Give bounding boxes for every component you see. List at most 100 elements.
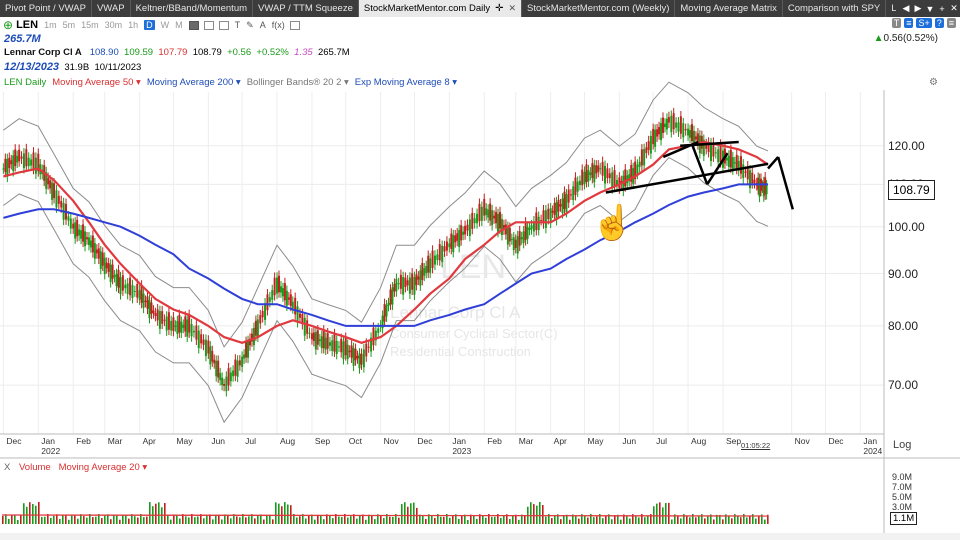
candle-body — [289, 294, 292, 306]
tab-5[interactable]: StockMarketMentor.com (Weekly) — [522, 0, 676, 17]
tab-2[interactable]: Keltner/BBand/Momentum — [131, 0, 254, 17]
chart-type-icon[interactable] — [188, 20, 199, 30]
volume-bar — [299, 516, 301, 524]
candle-body — [223, 384, 226, 386]
month-tick-0: Dec — [6, 436, 22, 446]
interval-30m[interactable]: 30m — [104, 20, 123, 30]
legend-item-2[interactable]: Moving Average 200 ▾ — [146, 77, 241, 88]
volume-bar — [563, 515, 565, 524]
volume-bar — [80, 514, 82, 524]
volume-bar — [386, 514, 388, 524]
candle-body — [45, 172, 48, 189]
text-tool-icon[interactable]: T — [234, 19, 241, 30]
volume-bar — [761, 514, 763, 524]
candle-body — [344, 337, 347, 356]
volume-bar — [632, 514, 634, 524]
candle-body — [49, 180, 52, 189]
candle-body — [20, 156, 23, 159]
interval-15m[interactable]: 15m — [81, 20, 99, 30]
symbol-search-icon[interactable]: ⊕ — [3, 18, 14, 32]
interval-1m[interactable]: 1m — [44, 20, 57, 30]
duplicate-tab-icon[interactable]: ✛ — [495, 3, 504, 14]
candle-body — [131, 285, 134, 298]
volume-bar — [467, 519, 469, 524]
new-tab-icon[interactable]: + — [939, 3, 945, 14]
candle-body — [597, 165, 600, 172]
tab-menu-icon[interactable]: ▼ — [925, 3, 935, 14]
candle-body — [107, 263, 110, 272]
tab-controls: ◀ ▶ ▼ + ✕ — [896, 0, 960, 17]
menu-icon[interactable]: ≡ — [946, 18, 956, 28]
formula-tool-icon[interactable]: f(x) — [271, 19, 285, 30]
volume-bar — [185, 516, 187, 524]
interval-W[interactable]: W — [160, 20, 170, 30]
candle-body — [254, 320, 257, 336]
layout-icon[interactable] — [218, 20, 229, 30]
volume-bar — [320, 515, 322, 524]
candle-body — [82, 224, 85, 242]
volume-ma-label[interactable]: Moving Average 20 ▾ — [58, 462, 148, 473]
volume-bar — [701, 514, 703, 524]
tab-0[interactable]: Pivot Point / VWAP — [0, 0, 92, 17]
candle-body — [510, 238, 513, 240]
legend-item-0[interactable]: LEN Daily — [4, 77, 47, 88]
tab-6[interactable]: Moving Average Matrix — [675, 0, 783, 17]
candle-body — [89, 240, 92, 248]
candle-body — [374, 330, 377, 341]
close-icon[interactable]: X — [4, 462, 11, 473]
candle-body — [557, 199, 560, 212]
volume-bar — [233, 514, 235, 524]
volume-bar — [671, 519, 673, 524]
volume-bar — [767, 514, 769, 524]
legend-item-1[interactable]: Moving Average 50 ▾ — [52, 77, 141, 88]
month-tick-18: Jun — [622, 436, 637, 446]
help-icon[interactable]: ? — [934, 18, 944, 28]
symbol-input[interactable]: LEN — [16, 19, 39, 31]
annotate-tool-icon[interactable]: A — [259, 19, 266, 30]
calendar-icon[interactable] — [289, 20, 300, 30]
interval-1h[interactable]: 1h — [128, 20, 139, 30]
tab-label: Comparison with SPY — [787, 3, 881, 14]
scroll-left-icon[interactable]: ◀ — [902, 3, 910, 13]
legend-item-3[interactable]: Bollinger Bands® 20 2 ▾ — [246, 77, 349, 88]
gear-icon[interactable]: ⚙ — [929, 77, 938, 88]
candle-body — [404, 277, 407, 288]
candle-body — [495, 212, 498, 224]
tab-3[interactable]: VWAP / TTM Squeeze — [253, 0, 359, 17]
log-scale-toggle[interactable]: Log — [893, 439, 912, 451]
tab-4[interactable]: StockMarketMentor.com Daily ✛ ✕ — [358, 0, 523, 17]
tab-1[interactable]: VWAP — [92, 0, 131, 17]
candle-body — [188, 314, 191, 333]
list-icon[interactable]: ≡ — [904, 18, 914, 28]
compare-icon[interactable] — [203, 20, 214, 30]
tab-7[interactable]: Comparison with SPY — [783, 0, 887, 17]
scroll-right-icon[interactable]: ▶ — [914, 3, 922, 13]
candle-body — [320, 336, 323, 349]
volume-bar — [221, 519, 223, 524]
volume-last-marker: 1.1M — [890, 512, 918, 525]
volume-bar — [323, 519, 325, 524]
candle-body — [241, 356, 244, 367]
price-tick-2: 100.00 — [888, 219, 925, 234]
interval-D[interactable]: D — [144, 20, 155, 30]
volume-bar — [731, 518, 733, 524]
volume-bar — [584, 516, 586, 524]
candle-body — [32, 152, 35, 169]
candle-body — [714, 152, 717, 154]
interval-5m[interactable]: 5m — [62, 20, 76, 30]
legend-item-4[interactable]: Exp Moving Average 8 ▾ — [354, 77, 458, 88]
split-icon[interactable]: S+ — [916, 18, 932, 28]
month-tick-13: Jan — [452, 436, 467, 446]
close-window-icon[interactable]: ✕ — [950, 3, 958, 13]
volume-bar — [14, 514, 16, 524]
volume-bar — [707, 515, 709, 524]
candle-body — [316, 330, 319, 345]
year-tick-0: 2022 — [41, 446, 61, 456]
text-icon[interactable]: T — [891, 18, 902, 28]
interval-M[interactable]: M — [175, 20, 183, 30]
close-tab-icon[interactable]: ✕ — [508, 3, 517, 13]
volume-bar — [518, 519, 520, 524]
draw-tool-icon[interactable]: ✎ — [246, 19, 254, 30]
volume-bar — [704, 518, 706, 524]
